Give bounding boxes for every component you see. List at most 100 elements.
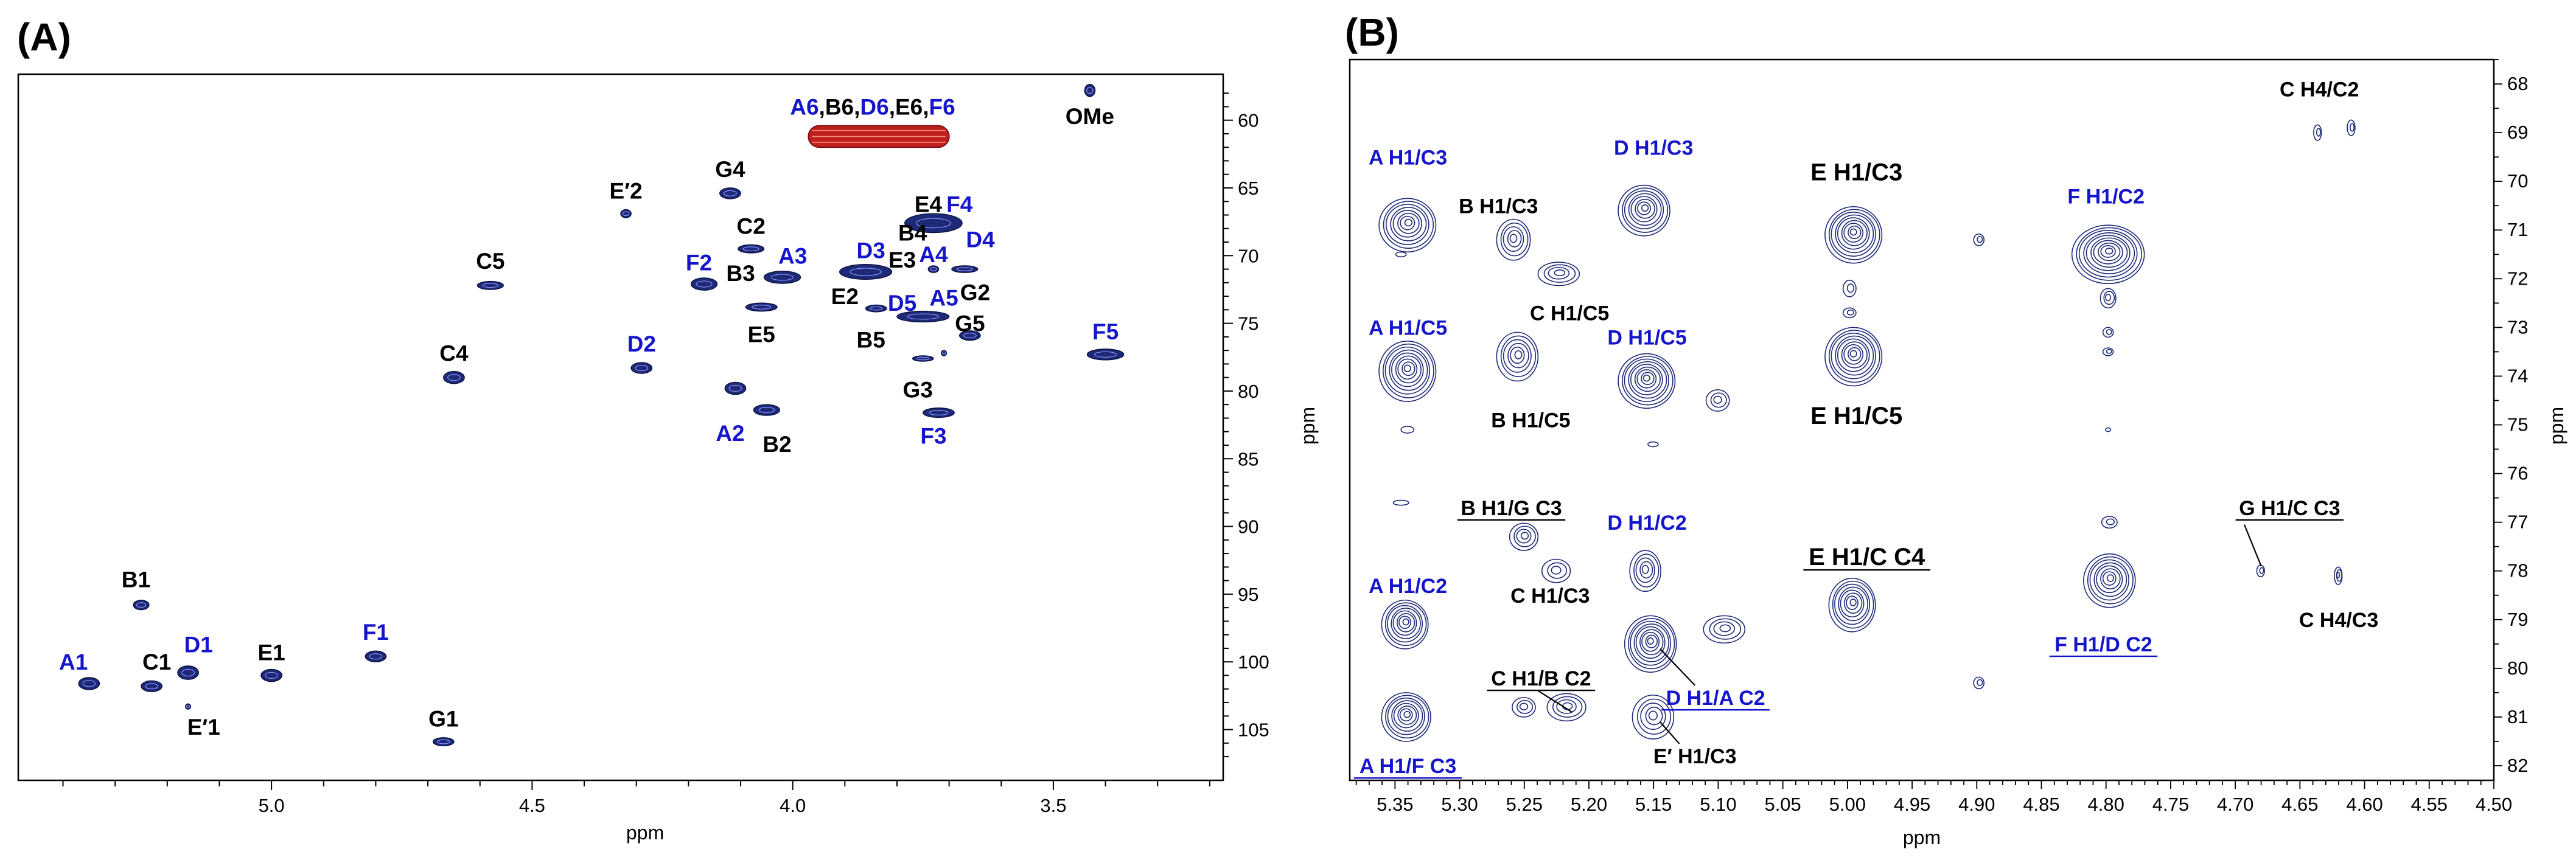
peak-label-a3: A3 xyxy=(778,243,807,268)
y-tick-label-a: 95 xyxy=(1238,584,1258,605)
contour-level xyxy=(1846,309,1855,316)
cross-peak-contour-a xyxy=(770,274,794,281)
contour-peak-b xyxy=(1824,327,1883,387)
peak-label-b1: B1 xyxy=(122,567,150,592)
contour-level xyxy=(1849,350,1857,358)
contour-level xyxy=(1378,198,1437,253)
contour-level xyxy=(1503,226,1524,252)
x-tick-label-b: 5.15 xyxy=(1635,794,1672,815)
contour-level xyxy=(1403,710,1411,718)
cross-peak-contour-a xyxy=(1094,351,1117,358)
contour-level xyxy=(1546,693,1586,722)
y-tick-label-a: 75 xyxy=(1238,313,1258,335)
contour-level xyxy=(1387,605,1423,643)
contour-peak-b xyxy=(2102,327,2114,338)
contour-peak-b xyxy=(2105,427,2112,432)
contour-level xyxy=(1381,692,1431,742)
y-tick-label-a: 85 xyxy=(1238,448,1258,470)
contour-peak-b xyxy=(1618,353,1676,409)
contour-level xyxy=(1403,364,1411,372)
contour-level xyxy=(1641,204,1649,212)
cross-peak-a xyxy=(923,407,955,418)
contour-peak-b xyxy=(1973,676,1985,690)
contour-level xyxy=(1517,699,1534,714)
contour-peak-b xyxy=(1546,693,1586,722)
h6-label-part: A6 xyxy=(790,94,819,119)
contour-level xyxy=(1397,212,1420,234)
y-tick-label-b: 71 xyxy=(2507,219,2528,240)
h6-label-part: E6 xyxy=(895,94,923,119)
cross-peak-label-ah1c5: A H1/C5 xyxy=(1369,317,1447,340)
y-tick-label-a: 105 xyxy=(1238,720,1269,741)
peak-label-e2: E2 xyxy=(831,284,859,309)
contour-level xyxy=(1384,346,1430,395)
contour-level xyxy=(2087,556,2134,605)
contour-level xyxy=(1628,193,1662,226)
contour-level xyxy=(1618,184,1670,237)
contour-level xyxy=(1519,702,1529,710)
contour-level xyxy=(1633,553,1660,588)
y-tick-label-b: 81 xyxy=(2507,706,2528,727)
contour-peak-b xyxy=(1828,577,1876,633)
cross-peak-contour-a xyxy=(696,280,713,288)
contour-level xyxy=(1389,349,1428,391)
contour-level xyxy=(1387,697,1425,735)
contour-level xyxy=(1973,676,1985,690)
contour-level xyxy=(2347,119,2356,136)
contour-level xyxy=(1824,206,1883,264)
x-tick-label-b: 4.70 xyxy=(2217,794,2253,815)
peak-label-a5: A5 xyxy=(929,285,958,310)
peak-label-b4: B4 xyxy=(898,220,927,245)
contour-peak-b xyxy=(1842,279,1857,297)
panel-a-frame xyxy=(17,73,1224,782)
contour-level xyxy=(1541,558,1571,583)
contour-level xyxy=(1552,696,1583,718)
cross-peak-contour-a xyxy=(181,668,195,677)
contour-level xyxy=(1392,210,1422,238)
cross-peak-a xyxy=(865,304,887,313)
contour-level xyxy=(1401,361,1415,376)
cross-peak-label-eh1c3: E H1/C3 xyxy=(1810,159,1902,186)
peak-label-a1: A1 xyxy=(59,650,88,674)
panel-a-letter: (A) xyxy=(17,15,71,59)
contour-peak-b xyxy=(1381,692,1431,742)
contour-level xyxy=(2105,248,2114,255)
contour-level xyxy=(2090,237,2128,268)
y-tick-label-b: 69 xyxy=(2507,122,2528,143)
contour-level xyxy=(1635,557,1655,583)
cross-peak-label-fh1dc2: F H1/D C2 xyxy=(2054,633,2152,656)
y-tick-label-b: 79 xyxy=(2507,609,2528,630)
x-tick-label-a: 3.5 xyxy=(1040,795,1066,816)
x-tick-label-b: 4.85 xyxy=(2023,794,2059,815)
contour-level xyxy=(1843,223,1864,243)
cross-peak-contour-a xyxy=(869,306,883,311)
contour-level xyxy=(1841,220,1868,246)
contour-peak-b xyxy=(2102,347,2114,356)
contour-level xyxy=(1392,499,1409,506)
contour-level xyxy=(1705,389,1730,412)
contour-level xyxy=(1378,340,1437,402)
cross-peak-a xyxy=(958,330,981,341)
y-tick-label-a: 80 xyxy=(1238,381,1258,402)
cross-peak-label-ch1c5: C H1/C5 xyxy=(1530,302,1609,325)
cross-peak-label-ah1c3: A H1/C3 xyxy=(1369,146,1447,169)
contour-level xyxy=(2105,427,2112,432)
contour-peak-b xyxy=(1400,426,1415,434)
contour-peak-b xyxy=(1632,695,1675,740)
contour-level xyxy=(1624,358,1669,402)
cross-peak-contour-a xyxy=(186,704,190,709)
x-tick-label-b: 5.00 xyxy=(1829,794,1866,815)
contour-level xyxy=(1397,612,1415,633)
contour-level xyxy=(1385,695,1429,739)
peak-label-b3: B3 xyxy=(726,261,755,286)
y-tick-label-b: 77 xyxy=(2507,511,2528,533)
contour-peak-b xyxy=(2100,288,2117,309)
contour-level xyxy=(1507,230,1522,248)
cross-peak-label-ch1bc2: C H1/B C2 xyxy=(1491,667,1591,690)
contour-level xyxy=(2316,128,2321,137)
x-axis-title-b: ppm xyxy=(1903,827,1941,848)
contour-level xyxy=(1837,217,1870,250)
contour-level xyxy=(1513,525,1536,547)
contour-peak-b xyxy=(2082,553,2136,608)
contour-level xyxy=(2101,516,2118,529)
